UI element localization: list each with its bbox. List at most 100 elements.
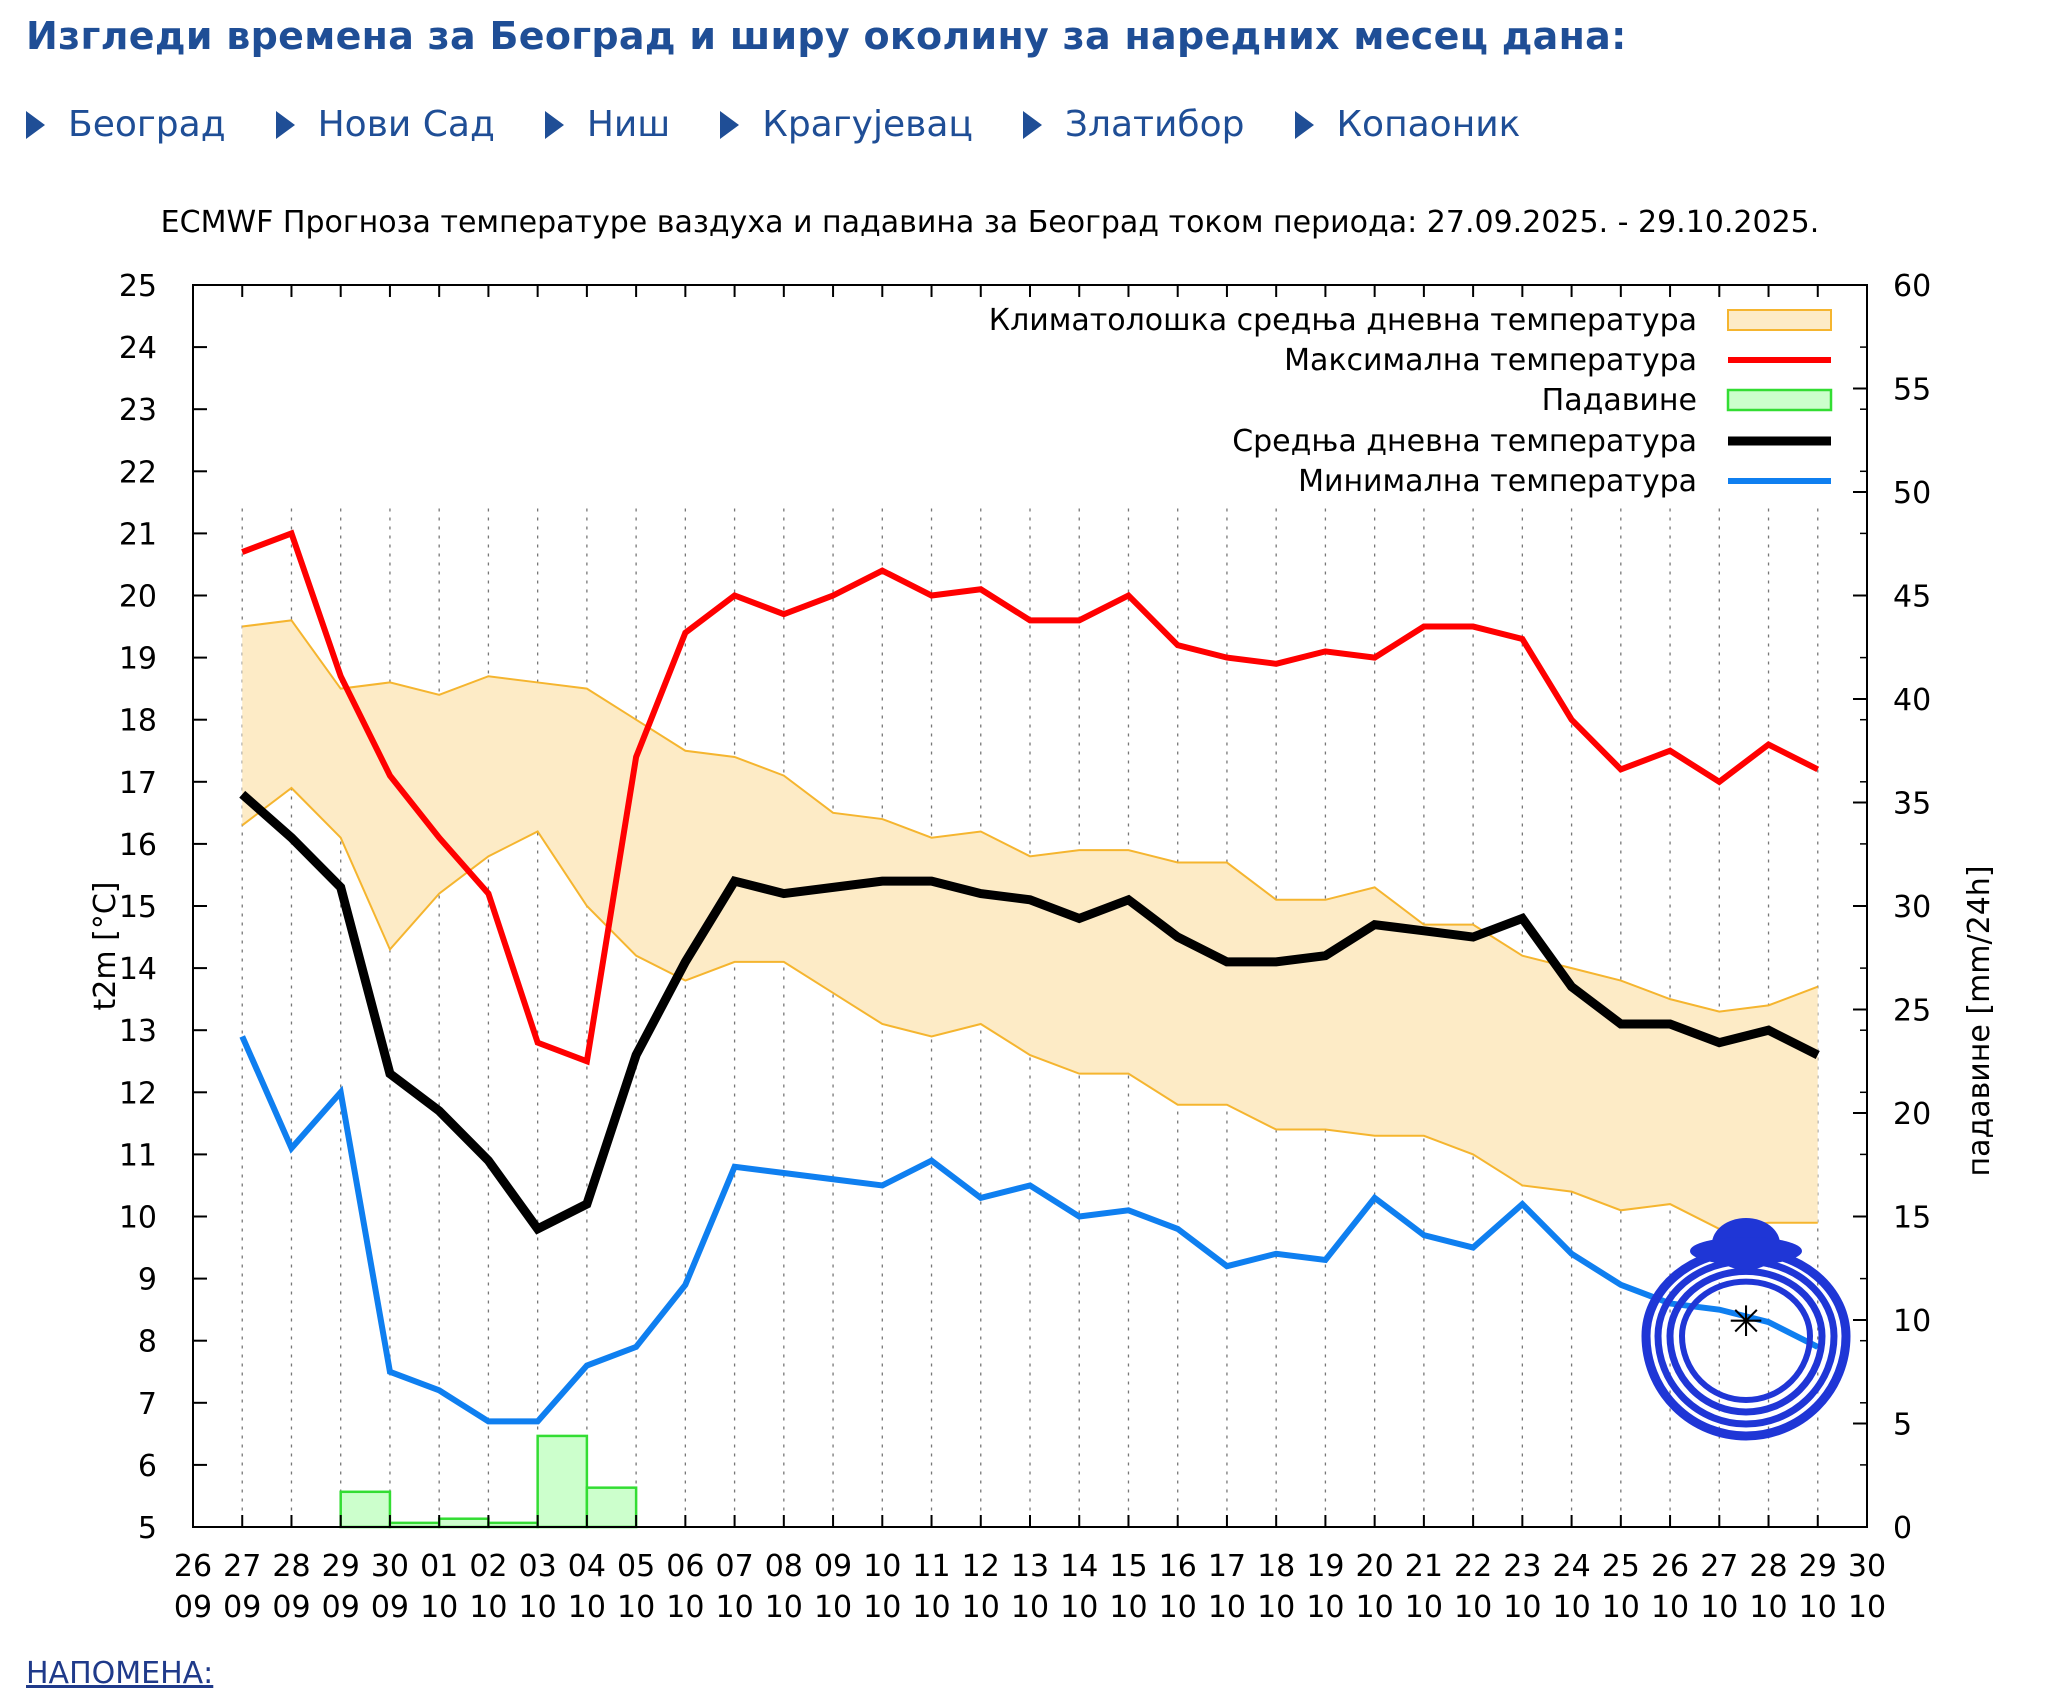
x-tick-label-month: 10 <box>1503 1590 1541 1625</box>
x-tick-label-month: 10 <box>1159 1590 1197 1625</box>
svg-text:✳: ✳ <box>1728 1297 1763 1346</box>
x-tick-label-month: 10 <box>814 1590 852 1625</box>
climatology-lower-line <box>241 786 1818 1230</box>
city-link-kopaonik[interactable]: Копаоник <box>1294 104 1521 145</box>
x-tick-label-month: 10 <box>765 1590 803 1625</box>
city-label[interactable]: Нови Сад <box>317 104 495 145</box>
city-label[interactable]: Крагујевац <box>762 104 973 145</box>
legend-label: Падавине <box>1542 383 1697 418</box>
precip-bar <box>536 1434 589 1529</box>
x-tick-label-month: 09 <box>371 1590 409 1625</box>
y2-axis-label: падавине [mm/24h] <box>1962 865 1997 1176</box>
y-tick-label: 13 <box>119 1014 157 1049</box>
legend-swatch-precip <box>1726 388 1833 412</box>
x-tick-label-month: 10 <box>617 1590 655 1625</box>
x-tick-label-month: 10 <box>1356 1590 1394 1625</box>
city-label[interactable]: Копаоник <box>1336 104 1521 145</box>
city-label[interactable]: Београд <box>68 104 226 145</box>
x-tick-label-month: 10 <box>1208 1590 1246 1625</box>
x-tick-label-month: 10 <box>715 1590 753 1625</box>
y-tick-label: 21 <box>119 517 157 552</box>
y-tick-label: 24 <box>119 331 157 366</box>
x-tick-label-day: 10 <box>863 1549 901 1584</box>
y-tick-label: 16 <box>119 828 157 863</box>
city-link-beograd[interactable]: Београд <box>26 104 226 145</box>
x-tick-label-day: 21 <box>1405 1549 1443 1584</box>
y-tick-label: 25 <box>119 269 157 304</box>
x-tick-label-month: 09 <box>223 1590 261 1625</box>
x-tick-label-day: 29 <box>1799 1549 1837 1584</box>
city-link-zlatibor[interactable]: Златибор <box>1022 104 1245 145</box>
precip-bar <box>585 1486 638 1529</box>
climatology-band <box>242 620 1818 1229</box>
x-tick-label-day: 19 <box>1306 1549 1344 1584</box>
x-tick-label-day: 30 <box>1848 1549 1886 1584</box>
city-label[interactable]: Ниш <box>586 104 671 145</box>
city-link-novi-sad[interactable]: Нови Сад <box>275 104 495 145</box>
x-tick-label-day: 23 <box>1503 1549 1541 1584</box>
x-tick-label-month: 10 <box>1011 1590 1049 1625</box>
y-tick-label: 23 <box>119 393 157 428</box>
x-tick-label-day: 27 <box>1700 1549 1738 1584</box>
x-tick-label-day: 26 <box>1651 1549 1689 1584</box>
y-tick-label: 8 <box>138 1325 157 1360</box>
x-tick-label-day: 12 <box>962 1549 1000 1584</box>
y2-tick-label: 30 <box>1893 890 1931 925</box>
y-tick-label: 20 <box>119 580 157 615</box>
y-tick-label: 7 <box>138 1387 157 1422</box>
y2-tick-label: 35 <box>1893 787 1931 822</box>
x-tick-label-month: 10 <box>1799 1590 1837 1625</box>
y-tick-label: 11 <box>119 1138 157 1173</box>
y-tick-label: 6 <box>138 1449 157 1484</box>
rhmz-logo-icon: ✳ <box>1641 1218 1851 1441</box>
arrow-right-icon <box>720 110 740 139</box>
y2-tick-label: 25 <box>1893 994 1931 1029</box>
y-tick-label: 12 <box>119 1076 157 1111</box>
y-tick-label: 9 <box>138 1263 157 1298</box>
y-tick-label: 14 <box>119 952 157 987</box>
x-tick-label-day: 13 <box>1011 1549 1049 1584</box>
x-tick-label-month: 10 <box>1602 1590 1640 1625</box>
arrow-right-icon <box>544 110 564 139</box>
x-tick-label-month: 10 <box>469 1590 507 1625</box>
x-tick-label-day: 20 <box>1356 1549 1394 1584</box>
x-tick-label-month: 10 <box>1700 1590 1738 1625</box>
city-nav: Београд Нови Сад Ниш Крагујевац Златибор… <box>26 104 1570 145</box>
x-tick-label-month: 10 <box>519 1590 557 1625</box>
legend-label: Максимална температура <box>1284 343 1697 378</box>
forecast-chart-svg: ECMWF Прогноза температуре ваздуха и пад… <box>88 205 1997 1625</box>
x-tick-label-day: 17 <box>1208 1549 1246 1584</box>
x-tick-label-month: 10 <box>863 1590 901 1625</box>
arrow-right-icon <box>275 110 295 139</box>
x-tick-label-day: 30 <box>371 1549 409 1584</box>
city-label[interactable]: Златибор <box>1064 104 1245 145</box>
x-tick-label-day: 27 <box>223 1549 261 1584</box>
x-tick-label-month: 10 <box>568 1590 606 1625</box>
city-link-nis[interactable]: Ниш <box>544 104 671 145</box>
y2-tick-label: 15 <box>1893 1201 1931 1236</box>
x-tick-label-month: 10 <box>1848 1590 1886 1625</box>
x-tick-label-month: 10 <box>1405 1590 1443 1625</box>
precip-bar <box>437 1517 490 1529</box>
y2-tick-label: 10 <box>1893 1304 1931 1339</box>
y-tick-label: 18 <box>119 704 157 739</box>
city-link-kragujevac[interactable]: Крагујевац <box>720 104 973 145</box>
x-tick-label-month: 10 <box>1257 1590 1295 1625</box>
x-tick-label-month: 09 <box>272 1590 310 1625</box>
x-tick-label-month: 10 <box>1651 1590 1689 1625</box>
x-tick-label-month: 10 <box>1109 1590 1147 1625</box>
series-line-min <box>239 1035 1820 1425</box>
y2-tick-label: 5 <box>1893 1408 1912 1443</box>
y2-tick-label: 60 <box>1893 269 1931 304</box>
y-tick-label: 19 <box>119 642 157 677</box>
x-tick-label-day: 07 <box>715 1549 753 1584</box>
x-tick-label-day: 06 <box>666 1549 704 1584</box>
x-tick-label-day: 11 <box>912 1549 950 1584</box>
x-tick-label-month: 10 <box>1749 1590 1787 1625</box>
y-tick-label: 17 <box>119 766 157 801</box>
arrow-right-icon <box>1022 110 1042 139</box>
x-tick-label-day: 29 <box>322 1549 360 1584</box>
x-tick-label-day: 25 <box>1602 1549 1640 1584</box>
x-tick-label-month: 10 <box>962 1590 1000 1625</box>
x-tick-label-day: 24 <box>1552 1549 1590 1584</box>
